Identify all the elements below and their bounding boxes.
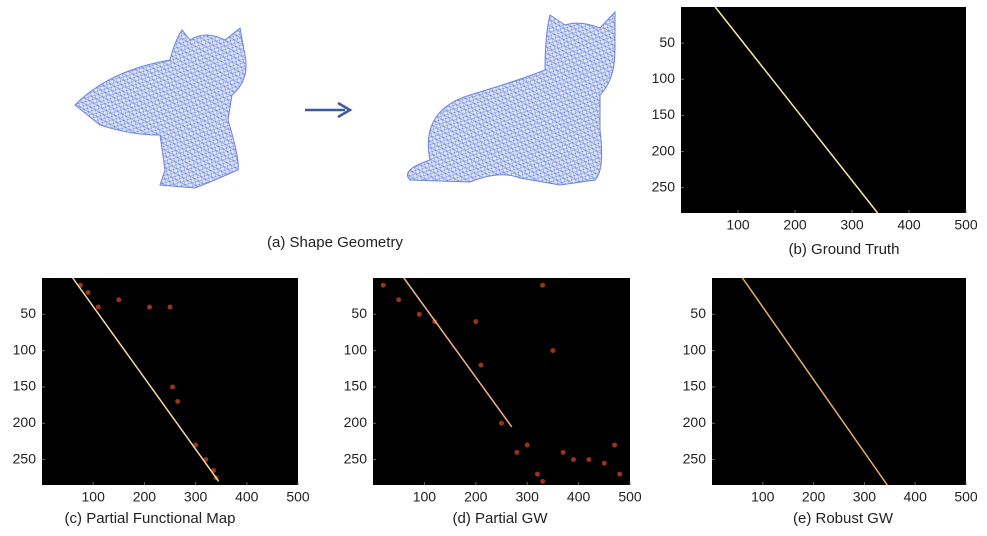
x-tick-label: 400	[567, 489, 591, 505]
y-tick-label: 150	[652, 106, 676, 122]
heatmap-background	[373, 278, 630, 485]
x-tick-label: 200	[802, 489, 826, 505]
x-tick-label: 500	[286, 489, 310, 505]
x-tick-label: 100	[413, 489, 437, 505]
hotspot	[540, 479, 545, 484]
y-tick-label: 200	[683, 414, 707, 430]
x-tick-label: 500	[618, 489, 642, 505]
hotspot	[612, 443, 617, 448]
y-tick-label: 250	[652, 178, 676, 194]
figure: (a) Shape Geometry 100 200 300 400 500 50 100 1…	[0, 0, 987, 531]
x-tick-label: 200	[464, 489, 488, 505]
partial-cat-mesh	[75, 28, 246, 188]
x-tick-label: 400	[904, 489, 928, 505]
y-tick-label: 100	[13, 341, 37, 357]
heatmap-background	[681, 7, 966, 213]
x-tick-label: 400	[235, 489, 259, 505]
hotspot	[86, 290, 91, 295]
x-tick-label: 100	[82, 489, 106, 505]
hotspot	[478, 363, 483, 368]
y-tick-label: 50	[20, 305, 36, 321]
y-tick-label: 50	[351, 305, 367, 321]
hotspot	[473, 319, 478, 324]
y-tick-label: 200	[13, 414, 37, 430]
x-tick-label: 300	[853, 489, 877, 505]
hotspot	[617, 472, 622, 477]
hotspot	[168, 305, 173, 310]
y-tick-label: 100	[344, 341, 368, 357]
x-tick-label: 200	[133, 489, 157, 505]
hotspot	[514, 450, 519, 455]
caption: (a) Shape Geometry	[267, 234, 403, 251]
caption: (e) Robust GW	[793, 510, 894, 527]
y-tick-label: 100	[652, 70, 676, 86]
hotspot	[535, 472, 540, 477]
y-tick-label: 200	[344, 414, 368, 430]
heatmap-background	[712, 278, 966, 485]
hotspot	[525, 443, 530, 448]
arrow	[305, 103, 350, 117]
x-tick-label: 200	[783, 217, 807, 233]
caption: (d) Partial GW	[452, 510, 548, 527]
y-tick-label: 150	[13, 378, 37, 394]
y-tick-label: 250	[344, 450, 368, 466]
hotspot	[96, 305, 101, 310]
x-tick-label: 100	[726, 217, 750, 233]
hotspot	[170, 384, 175, 389]
y-tick-label: 250	[13, 450, 37, 466]
hotspot	[602, 461, 607, 466]
hotspot	[550, 348, 555, 353]
y-tick-label: 50	[690, 305, 706, 321]
x-tick-label: 300	[184, 489, 208, 505]
x-tick-label: 300	[840, 217, 864, 233]
hotspot	[396, 297, 401, 302]
hotspot	[175, 399, 180, 404]
caption: (c) Partial Functional Map	[65, 510, 236, 527]
hotspot	[381, 283, 386, 288]
hotspot	[147, 305, 152, 310]
x-tick-label: 100	[751, 489, 775, 505]
hotspot	[571, 457, 576, 462]
full-cat-mesh	[408, 12, 616, 185]
x-tick-label: 400	[897, 217, 921, 233]
y-tick-label: 200	[652, 142, 676, 158]
hotspot	[116, 297, 121, 302]
hotspot	[499, 421, 504, 426]
y-tick-label: 150	[344, 378, 368, 394]
y-tick-label: 50	[659, 34, 675, 50]
y-tick-label: 150	[683, 378, 707, 394]
hotspot	[586, 457, 591, 462]
hotspot	[561, 450, 566, 455]
x-tick-label: 500	[954, 489, 978, 505]
y-tick-label: 250	[683, 450, 707, 466]
caption: (b) Ground Truth	[789, 241, 900, 258]
y-tick-label: 100	[683, 341, 707, 357]
hotspot	[417, 312, 422, 317]
x-tick-label: 500	[954, 217, 978, 233]
x-tick-label: 300	[516, 489, 540, 505]
hotspot	[540, 283, 545, 288]
